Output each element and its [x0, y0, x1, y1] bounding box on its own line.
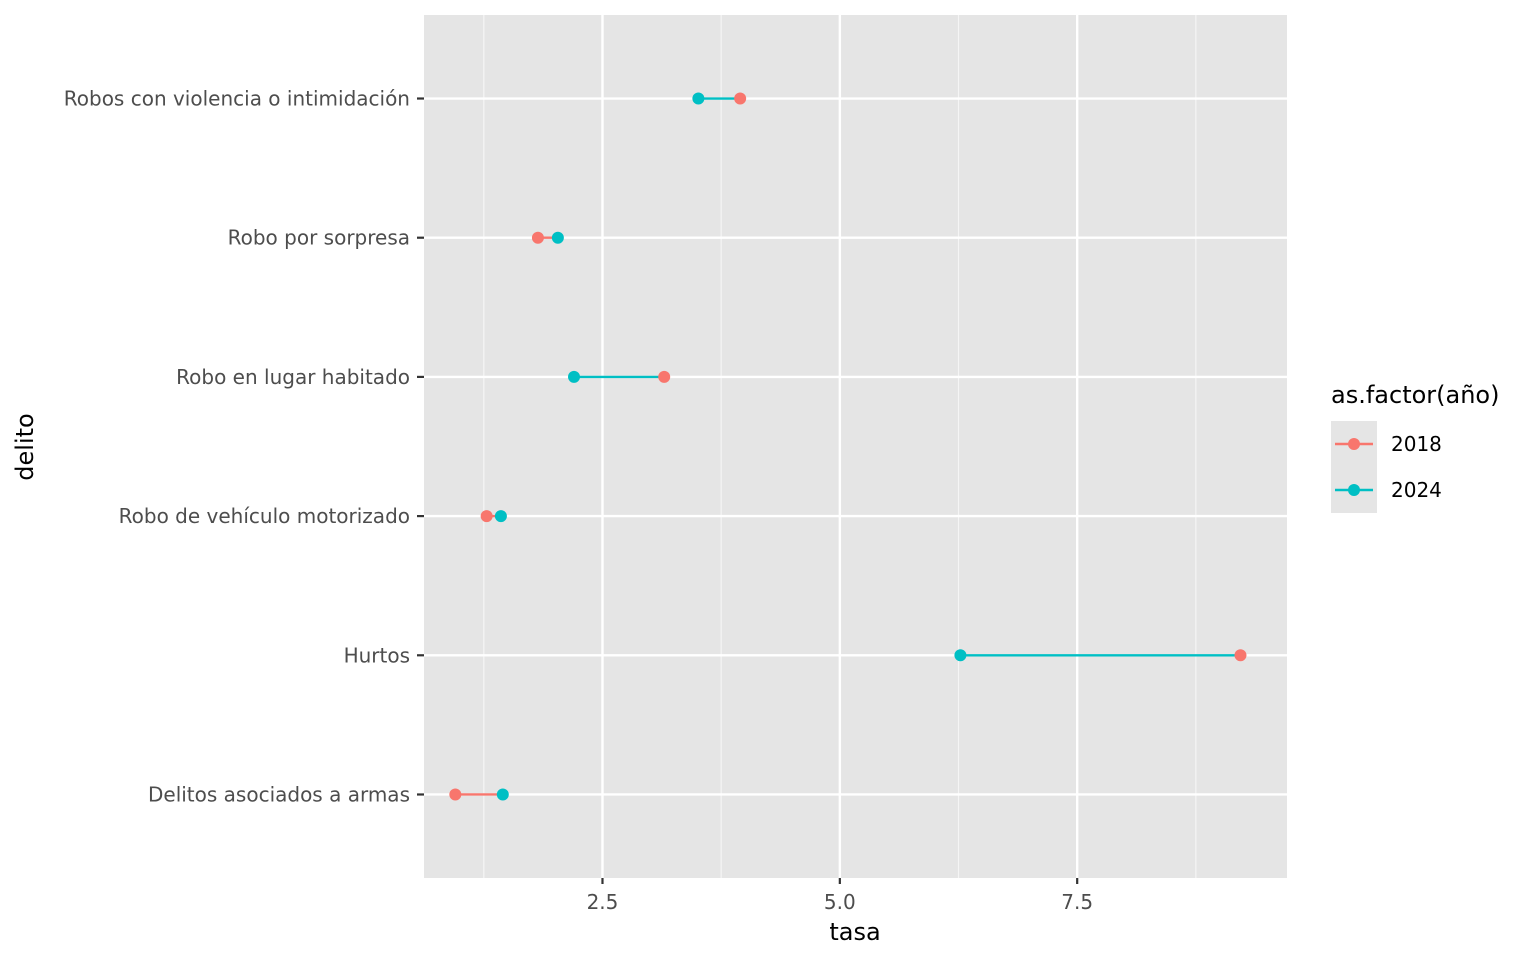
legend-keys: 2018 2024 — [1331, 421, 1442, 513]
legend-key-point — [1348, 438, 1360, 450]
point-2018 — [531, 231, 544, 244]
point-2018 — [734, 92, 747, 105]
data-points — [449, 92, 1247, 801]
point-2018 — [658, 370, 671, 383]
x-tick-label: 7.5 — [1061, 890, 1093, 914]
y-tick-label: Robo por sorpresa — [228, 226, 410, 250]
legend-label: 2024 — [1391, 478, 1442, 502]
x-axis: 2.5 5.0 7.5 — [587, 878, 1093, 914]
point-2024 — [568, 370, 581, 383]
y-axis: Delitos asociados a armas Hurtos Robo de v… — [64, 87, 424, 806]
point-2024 — [692, 92, 705, 105]
point-2024 — [954, 649, 967, 662]
legend-title: as.factor(año) — [1331, 381, 1499, 409]
x-axis-title: tasa — [829, 918, 880, 946]
legend-label: 2018 — [1391, 432, 1442, 456]
point-2024 — [494, 510, 507, 523]
major-gridlines — [424, 15, 1287, 878]
y-tick-label: Robos con violencia o intimidación — [64, 87, 410, 111]
legend: as.factor(año) 2018 2024 — [1331, 381, 1499, 513]
point-2024 — [551, 231, 564, 244]
point-2024 — [496, 788, 509, 801]
connector-segments — [455, 97, 1241, 796]
point-2018 — [449, 788, 462, 801]
y-tick-label: Hurtos — [344, 643, 410, 667]
y-tick-label: Robo de vehículo motorizado — [119, 504, 410, 528]
point-2018 — [1234, 649, 1247, 662]
x-tick-label: 2.5 — [587, 890, 619, 914]
legend-key-point — [1348, 484, 1360, 496]
y-tick-label: Delitos asociados a armas — [148, 782, 410, 806]
x-tick-label: 5.0 — [824, 890, 856, 914]
y-axis-title: delito — [11, 413, 39, 480]
panel-background — [424, 15, 1287, 878]
point-2018 — [480, 510, 493, 523]
minor-gridlines — [483, 15, 1197, 878]
y-tick-label: Robo en lugar habitado — [176, 365, 410, 389]
